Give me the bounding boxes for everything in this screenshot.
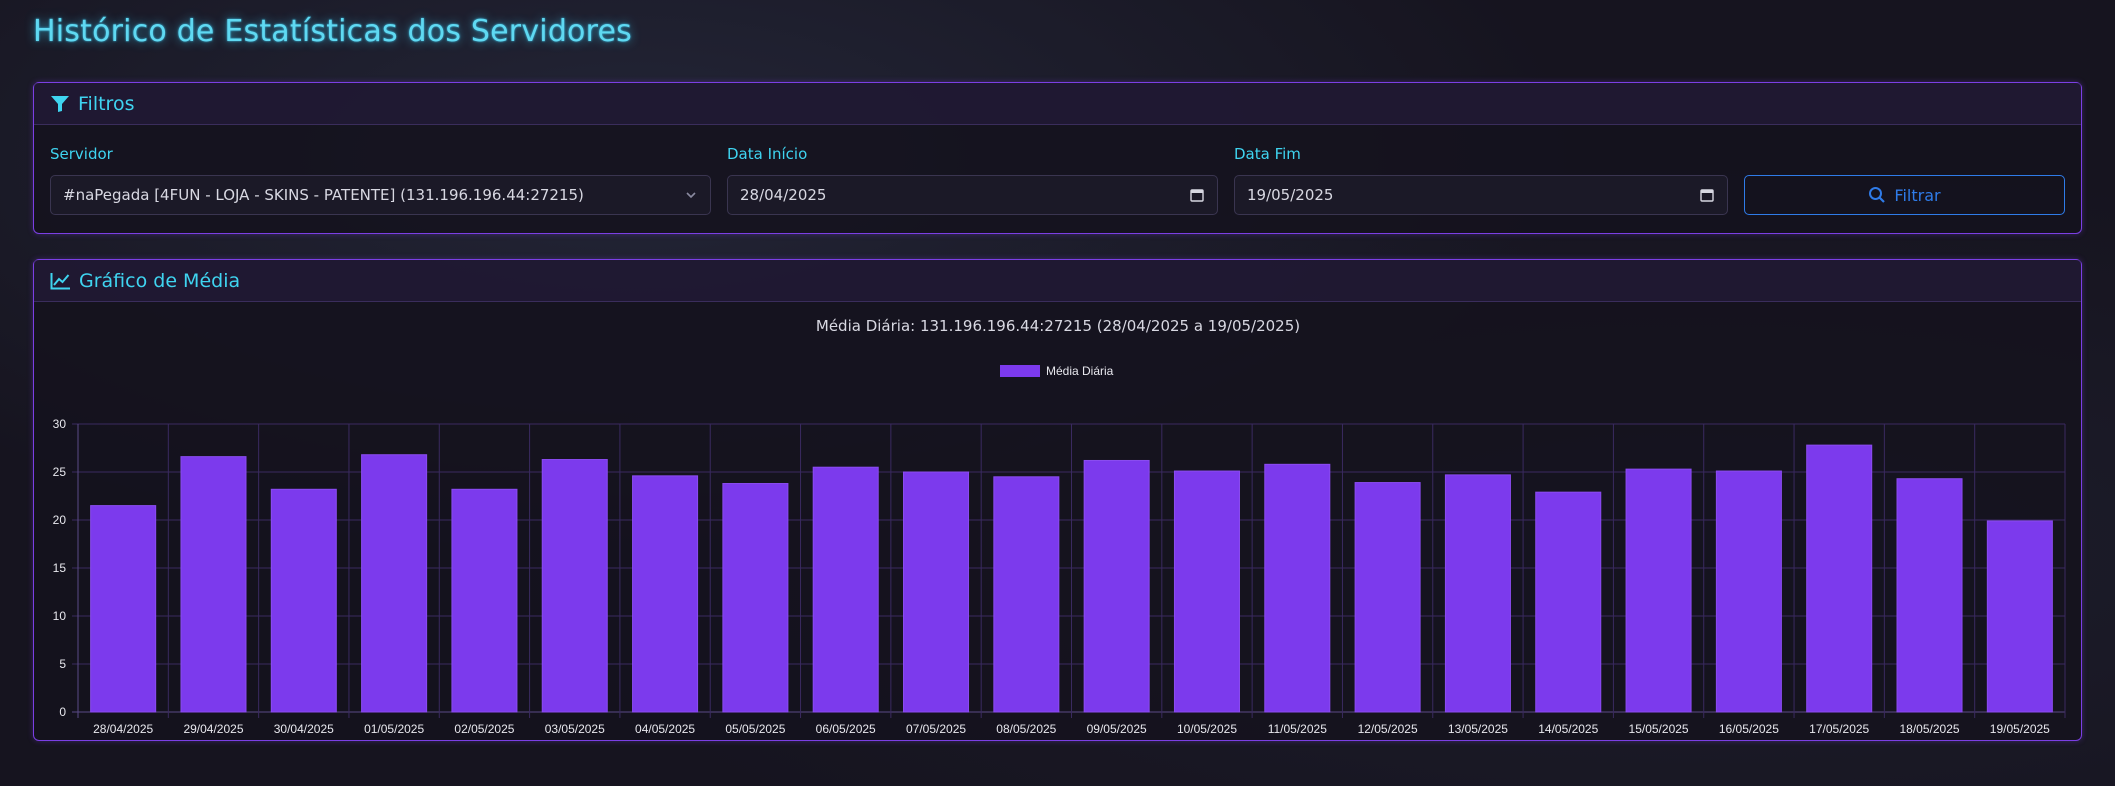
x-tick-label: 29/04/2025 xyxy=(183,722,243,736)
calendar-icon[interactable] xyxy=(1189,187,1205,207)
y-axis: 0 5 10 15 20 25 30 xyxy=(53,417,67,719)
chart-header-label: Gráfico de Média xyxy=(79,269,241,292)
x-tick-label: 16/05/2025 xyxy=(1719,722,1779,736)
filters-header: Filtros xyxy=(34,83,2081,125)
bar-14/05/2025[interactable] xyxy=(1535,491,1602,713)
bar-12/05/2025[interactable] xyxy=(1354,482,1421,713)
filter-button-label: Filtrar xyxy=(1894,185,1941,205)
start-date-value: 28/04/2025 xyxy=(740,186,827,204)
bar-28/04/2025[interactable] xyxy=(90,505,157,713)
bar-16/05/2025[interactable] xyxy=(1715,470,1782,713)
end-date-label: Data Fim xyxy=(1234,145,1301,163)
end-date-value: 19/05/2025 xyxy=(1247,186,1334,204)
chart-card: Gráfico de Média Média Diária: 131.196.1… xyxy=(33,259,2082,741)
x-tick-label: 30/04/2025 xyxy=(274,722,334,736)
x-tick-label: 28/04/2025 xyxy=(93,722,153,736)
x-tick-label: 19/05/2025 xyxy=(1990,722,2050,736)
x-tick-label: 01/05/2025 xyxy=(364,722,424,736)
bar-08/05/2025[interactable] xyxy=(993,476,1060,713)
x-tick-label: 03/05/2025 xyxy=(545,722,605,736)
start-date-label: Data Início xyxy=(727,145,808,163)
y-tick-label: 0 xyxy=(59,705,66,719)
line-chart-icon xyxy=(50,272,70,289)
y-tick-label: 25 xyxy=(53,465,67,479)
chart-title: Média Diária: 131.196.196.44:27215 (28/0… xyxy=(816,317,1300,335)
bar-29/04/2025[interactable] xyxy=(180,456,247,713)
bar-10/05/2025[interactable] xyxy=(1173,470,1240,713)
x-axis: 28/04/2025 29/04/2025 30/04/2025 01/05/2025… xyxy=(93,722,2050,736)
bar-30/04/2025[interactable] xyxy=(270,488,337,713)
server-select-value: #naPegada [4FUN - LOJA - SKINS - PATENTE… xyxy=(63,186,584,204)
x-tick-label: 07/05/2025 xyxy=(906,722,966,736)
x-tick-label: 11/05/2025 xyxy=(1268,722,1327,736)
calendar-icon[interactable] xyxy=(1699,187,1715,207)
bar-02/05/2025[interactable] xyxy=(451,488,518,713)
bar-17/05/2025[interactable] xyxy=(1806,444,1873,713)
start-date-input[interactable]: 28/04/2025 xyxy=(727,175,1218,215)
bar-05/05/2025[interactable] xyxy=(722,483,789,713)
x-tick-label: 09/05/2025 xyxy=(1087,722,1147,736)
x-tick-label: 18/05/2025 xyxy=(1899,722,1959,736)
bar-15/05/2025[interactable] xyxy=(1625,468,1692,713)
bar-01/05/2025[interactable] xyxy=(361,454,428,713)
bar-13/05/2025[interactable] xyxy=(1444,474,1511,713)
bar-06/05/2025[interactable] xyxy=(812,466,879,713)
x-tick-label: 04/05/2025 xyxy=(635,722,695,736)
bar-03/05/2025[interactable] xyxy=(541,459,608,713)
legend-swatch xyxy=(1000,365,1040,377)
bar-09/05/2025[interactable] xyxy=(1083,459,1150,713)
x-tick-label: 17/05/2025 xyxy=(1809,722,1869,736)
chevron-down-icon xyxy=(684,187,698,207)
legend-label: Média Diária xyxy=(1046,364,1114,378)
x-tick-label: 10/05/2025 xyxy=(1177,722,1237,736)
x-tick-label: 08/05/2025 xyxy=(996,722,1056,736)
y-tick-label: 30 xyxy=(53,417,67,431)
filters-header-label: Filtros xyxy=(78,92,135,115)
bar-11/05/2025[interactable] xyxy=(1264,463,1331,713)
bar-19/05/2025[interactable] xyxy=(1986,520,2053,713)
y-tick-label: 15 xyxy=(53,561,67,575)
y-tick-label: 20 xyxy=(53,513,67,527)
filter-button[interactable]: Filtrar xyxy=(1744,175,2065,215)
x-tick-label: 13/05/2025 xyxy=(1448,722,1508,736)
x-tick-label: 15/05/2025 xyxy=(1629,722,1689,736)
filters-card: Filtros Servidor #naPegada [4FUN - LOJA … xyxy=(33,82,2082,234)
bar-18/05/2025[interactable] xyxy=(1896,478,1963,713)
y-tick-label: 5 xyxy=(59,657,66,671)
chart-bars xyxy=(90,444,2053,713)
bar-chart: Média Diária: 131.196.196.44:27215 (28/0… xyxy=(53,317,2066,736)
page: Histórico de Estatísticas dos Servidores… xyxy=(33,0,2082,786)
end-date-input[interactable]: 19/05/2025 xyxy=(1234,175,1728,215)
server-label: Servidor xyxy=(50,145,113,163)
bar-07/05/2025[interactable] xyxy=(903,471,970,713)
x-tick-label: 05/05/2025 xyxy=(725,722,785,736)
bar-04/05/2025[interactable] xyxy=(632,475,699,713)
server-select[interactable]: #naPegada [4FUN - LOJA - SKINS - PATENTE… xyxy=(50,175,711,215)
x-tick-label: 06/05/2025 xyxy=(816,722,876,736)
filter-icon xyxy=(51,95,69,112)
x-tick-label: 14/05/2025 xyxy=(1538,722,1598,736)
x-tick-label: 12/05/2025 xyxy=(1358,722,1418,736)
x-tick-label: 02/05/2025 xyxy=(454,722,514,736)
chart-header: Gráfico de Média xyxy=(34,260,2081,302)
page-title: Histórico de Estatísticas dos Servidores xyxy=(33,14,632,49)
y-tick-label: 10 xyxy=(53,609,67,623)
search-icon xyxy=(1869,187,1886,203)
